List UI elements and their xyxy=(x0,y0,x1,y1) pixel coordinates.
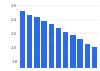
Bar xyxy=(20,11,25,71)
Bar xyxy=(34,17,40,71)
Bar xyxy=(56,28,61,71)
Bar xyxy=(78,39,83,71)
Bar xyxy=(41,21,47,71)
Bar xyxy=(63,32,68,71)
Bar xyxy=(92,47,97,71)
Bar xyxy=(49,24,54,71)
Bar xyxy=(27,15,32,71)
Bar xyxy=(70,36,76,71)
Bar xyxy=(85,44,90,71)
